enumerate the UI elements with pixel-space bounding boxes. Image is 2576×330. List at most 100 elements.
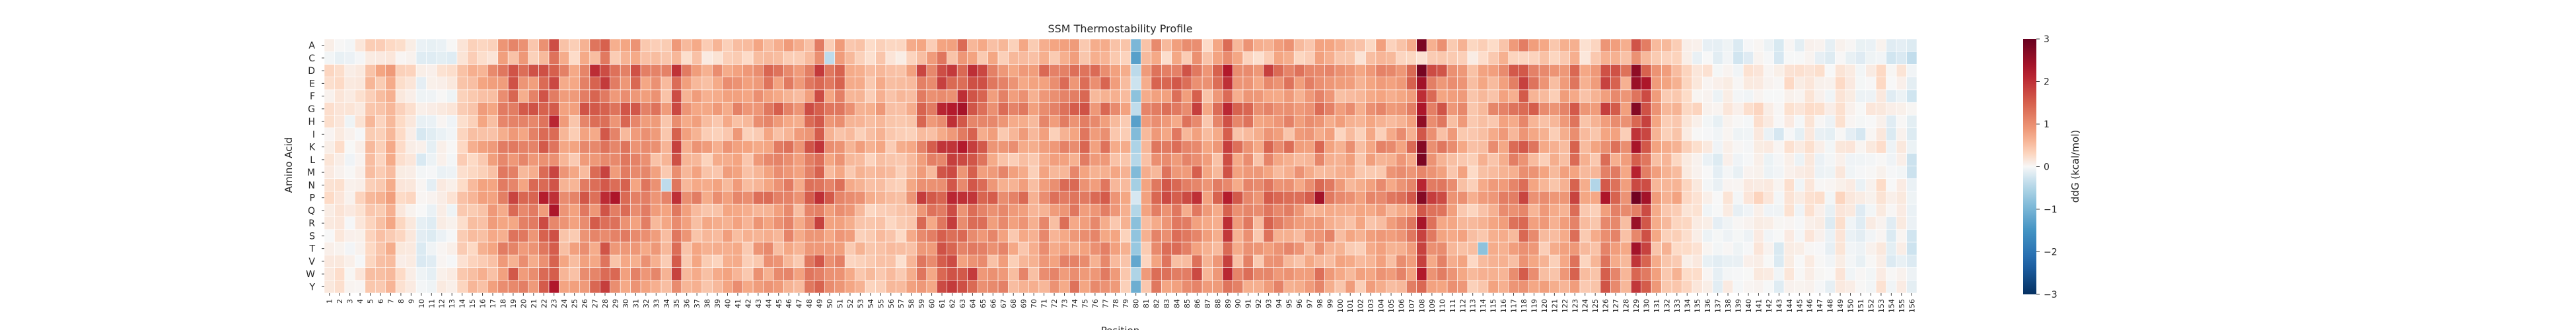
heatmap-cell <box>365 51 376 65</box>
heatmap-cell <box>1181 280 1192 294</box>
heatmap-cell <box>844 64 855 78</box>
heatmap-cell <box>1018 254 1029 268</box>
heatmap-cell <box>1804 127 1815 141</box>
heatmap-cell <box>1008 102 1019 116</box>
heatmap-cell <box>1855 229 1867 243</box>
heatmap-cell <box>1692 203 1703 217</box>
heatmap-cell <box>1590 51 1601 65</box>
x-tick-label: 133 <box>1673 299 1682 313</box>
heatmap-cell <box>487 89 499 103</box>
heatmap-cell <box>1069 140 1080 154</box>
heatmap-cell <box>1538 115 1550 129</box>
heatmap-cell <box>742 115 754 129</box>
x-tick-label: 97 <box>1305 299 1314 308</box>
heatmap-cell <box>834 64 845 78</box>
heatmap-cell <box>1742 191 1754 205</box>
x-tick-label: 37 <box>693 299 701 308</box>
heatmap-cell <box>1783 280 1795 294</box>
heatmap-cell <box>1008 127 1019 141</box>
heatmap-cell <box>692 280 703 294</box>
heatmap-cell <box>1457 89 1468 103</box>
heatmap-cell <box>1651 216 1662 230</box>
heatmap-cell <box>344 152 355 166</box>
heatmap-cell <box>855 229 866 243</box>
heatmap-cell <box>1661 267 1672 281</box>
heatmap-cell <box>1049 51 1060 65</box>
heatmap-cell <box>834 216 845 230</box>
heatmap-cell <box>1233 152 1244 166</box>
heatmap-cell <box>610 191 621 205</box>
heatmap-cell <box>732 140 743 154</box>
heatmap-cell <box>1845 152 1856 166</box>
heatmap-cell <box>375 216 386 230</box>
heatmap-cell <box>406 216 417 230</box>
heatmap-cell <box>1089 51 1100 65</box>
heatmap-cell <box>569 267 580 281</box>
heatmap-cell <box>487 216 499 230</box>
heatmap-cell <box>1661 89 1672 103</box>
heatmap-cell <box>1610 38 1622 52</box>
heatmap-cell <box>620 242 631 255</box>
heatmap-cell <box>1130 102 1141 116</box>
heatmap-cell <box>844 77 855 90</box>
heatmap-cell <box>599 242 611 255</box>
heatmap-cell <box>1059 140 1070 154</box>
heatmap-cell <box>1896 267 1907 281</box>
heatmap-cell <box>1518 216 1530 230</box>
x-tick-label: 16 <box>479 299 487 308</box>
heatmap-cell <box>1059 216 1070 230</box>
heatmap-cell <box>1233 38 1244 52</box>
heatmap-cell <box>1426 254 1437 268</box>
heatmap-cell <box>1661 216 1672 230</box>
heatmap-cell <box>344 38 355 52</box>
heatmap-cell <box>844 166 855 180</box>
heatmap-cell <box>1375 102 1386 116</box>
heatmap-cell <box>926 140 937 154</box>
heatmap-cell <box>937 115 948 129</box>
heatmap-cell <box>814 127 825 141</box>
heatmap-cell <box>467 267 478 281</box>
heatmap-cell <box>987 191 999 205</box>
heatmap-cell <box>1416 89 1427 103</box>
heatmap-cell <box>1630 152 1642 166</box>
heatmap-cell <box>732 152 743 166</box>
heatmap-cell <box>1273 216 1285 230</box>
heatmap-cell <box>1314 140 1325 154</box>
heatmap-cell <box>599 166 611 180</box>
heatmap-cell <box>1151 89 1162 103</box>
heatmap-cell <box>1130 280 1141 294</box>
heatmap-cell <box>711 102 723 116</box>
heatmap-cell <box>487 152 499 166</box>
heatmap-cell <box>1192 89 1203 103</box>
heatmap-cell <box>324 191 335 205</box>
heatmap-cell <box>538 267 550 281</box>
heatmap-cell <box>610 216 621 230</box>
heatmap-cell <box>1457 178 1468 192</box>
heatmap-cell <box>436 280 447 294</box>
heatmap-cell <box>548 191 559 205</box>
heatmap-cell <box>1212 280 1223 294</box>
x-tick-label: 8 <box>397 299 406 304</box>
heatmap-cell <box>773 102 784 116</box>
heatmap-cell <box>1345 229 1356 243</box>
heatmap-cell <box>477 152 488 166</box>
heatmap-cell <box>1008 166 1019 180</box>
heatmap-cell <box>752 267 764 281</box>
heatmap-cell <box>456 51 468 65</box>
heatmap-cell <box>1171 64 1182 78</box>
heatmap-cell <box>875 191 886 205</box>
heatmap-cell <box>1355 89 1366 103</box>
heatmap-cell <box>334 166 345 180</box>
heatmap-cell <box>1855 254 1867 268</box>
heatmap-cell <box>661 216 672 230</box>
heatmap-cell <box>1896 127 1907 141</box>
heatmap-cell <box>1630 102 1642 116</box>
heatmap-cell <box>456 203 468 217</box>
heatmap-cell <box>926 102 937 116</box>
heatmap-cell <box>1733 178 1744 192</box>
heatmap-cell <box>793 280 805 294</box>
heatmap-cell <box>1345 89 1356 103</box>
heatmap-cell <box>1171 242 1182 255</box>
heatmap-cell <box>855 115 866 129</box>
heatmap-cell <box>1263 89 1274 103</box>
